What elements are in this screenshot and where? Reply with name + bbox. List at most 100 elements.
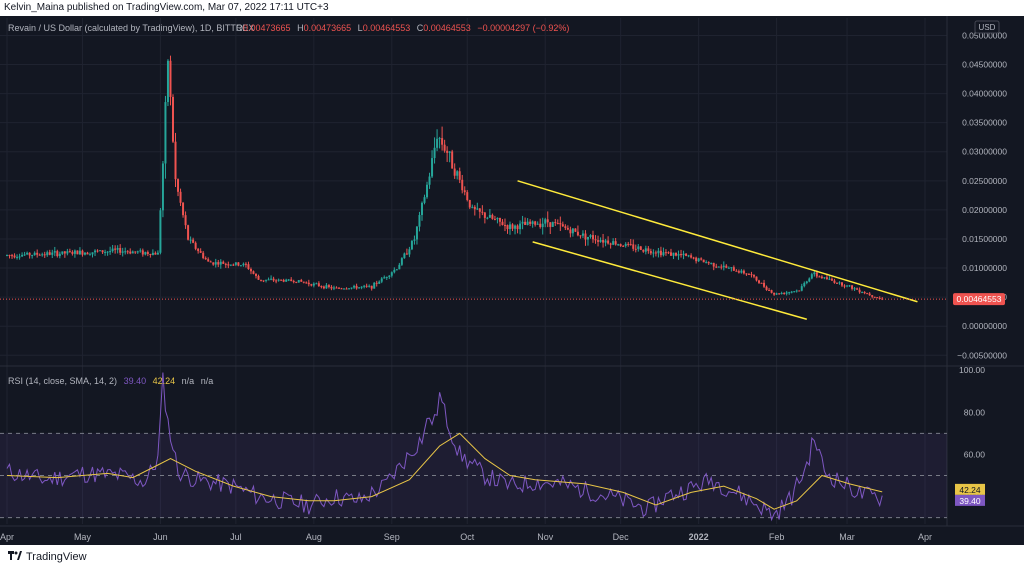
- currency-label: USD: [979, 23, 996, 32]
- candle-body: [124, 251, 127, 253]
- candle-body: [851, 285, 854, 289]
- candle-body: [116, 248, 119, 250]
- candle-body: [556, 223, 559, 225]
- candle-body: [768, 289, 771, 291]
- currency-badge[interactable]: [974, 20, 1000, 34]
- candle-body: [488, 214, 491, 218]
- candle-body: [393, 269, 396, 273]
- x-tick-label: 2022: [689, 532, 709, 542]
- rsi-title: RSI (14, close, SMA, 14, 2) 39.40 42.24 …: [8, 376, 213, 386]
- candle-body: [38, 254, 41, 256]
- candle-body: [624, 243, 627, 246]
- candle-body: [810, 274, 813, 279]
- candle-body: [644, 248, 647, 252]
- candle-body: [493, 218, 496, 220]
- published-info: Kelvin_Maina published on TradingView.co…: [4, 2, 329, 13]
- candle-body: [682, 253, 685, 256]
- candle-body: [775, 293, 778, 295]
- candle-body: [36, 252, 39, 255]
- candle-body: [355, 285, 358, 289]
- candle-body: [56, 251, 59, 257]
- candle-body: [174, 141, 177, 180]
- candle-body: [727, 267, 730, 269]
- candle-body: [182, 202, 185, 216]
- candle-body: [375, 282, 378, 284]
- candle-body: [657, 250, 660, 254]
- candle-body: [564, 226, 567, 228]
- candle-body: [503, 225, 506, 227]
- price-tick-label: 0.02000000: [962, 205, 1007, 215]
- rsi-ma-badge: [955, 483, 985, 495]
- candle-body: [398, 264, 401, 270]
- candle-body: [720, 266, 723, 268]
- candle-body: [373, 282, 376, 289]
- candle-body: [760, 282, 763, 284]
- price-pane: 0.05000000 0.04500000 0.04000000 0.03500000…: [0, 16, 1024, 527]
- candle-body: [51, 252, 54, 255]
- candle-body: [8, 254, 11, 256]
- candle-body: [217, 262, 220, 265]
- rsi-tick-label: 100.00: [959, 365, 985, 375]
- candle-body: [607, 240, 610, 244]
- candle-body: [315, 283, 318, 285]
- candle-body: [61, 251, 64, 254]
- candle-body: [31, 255, 34, 257]
- candle-body: [267, 279, 270, 281]
- candle-body: [340, 288, 343, 290]
- candle-body: [742, 270, 745, 274]
- candle-body: [574, 228, 577, 232]
- candle-body: [327, 285, 330, 287]
- candle-body: [385, 276, 388, 278]
- brand-name: TradingView: [26, 551, 87, 563]
- candle-body: [368, 285, 371, 287]
- candle-body: [418, 215, 421, 227]
- candle-body: [697, 258, 700, 262]
- candle-body: [458, 171, 461, 180]
- candle-body: [395, 269, 398, 271]
- candle-body: [516, 225, 519, 230]
- candle-body: [617, 244, 620, 246]
- candle-body: [702, 259, 705, 263]
- candle-body: [141, 250, 144, 255]
- candle-body: [823, 277, 826, 279]
- candle-body: [322, 286, 325, 289]
- candle-body: [677, 254, 680, 256]
- chart-frame[interactable]: 0.05000000 0.04500000 0.04000000 0.03500000…: [0, 16, 1024, 545]
- candle-body: [629, 244, 632, 246]
- publisher-bar: Kelvin_Maina published on TradingView.co…: [0, 0, 1024, 16]
- x-tick-label: Oct: [460, 532, 475, 542]
- candle-body: [6, 254, 8, 256]
- candle-body: [76, 250, 79, 255]
- rsi-line: [6, 372, 883, 522]
- candle-body: [561, 224, 564, 227]
- candle-body: [83, 252, 86, 255]
- candle-body: [732, 267, 735, 271]
- candle-body: [501, 221, 504, 226]
- candle-body: [270, 278, 273, 280]
- candle-body: [302, 281, 305, 283]
- candle-body: [735, 270, 738, 272]
- candle-body: [428, 176, 431, 185]
- candle-body: [370, 285, 373, 289]
- candle-body: [576, 231, 579, 236]
- candle-body: [426, 184, 429, 198]
- candle-body: [73, 250, 76, 254]
- last-price-badge: [953, 293, 1005, 306]
- candle-body: [184, 215, 187, 226]
- candle-body: [815, 272, 818, 277]
- candle-body: [204, 258, 207, 260]
- chart-svg[interactable]: 0.05000000 0.04500000 0.04000000 0.03500000…: [0, 16, 1024, 545]
- rsi-ma-badge-label: 42.24: [959, 485, 981, 495]
- candle-body: [11, 255, 14, 257]
- candle-body: [531, 221, 534, 224]
- candle-body: [529, 221, 532, 224]
- price-tick-label: 0.00000000: [962, 321, 1007, 331]
- candle-body: [551, 222, 554, 227]
- candle-body: [202, 252, 205, 259]
- candle-body: [365, 285, 368, 287]
- candle-body: [119, 248, 122, 253]
- candle-body: [717, 266, 720, 268]
- candle-body: [737, 271, 740, 273]
- candle-body: [111, 248, 114, 252]
- candle-body: [380, 278, 383, 282]
